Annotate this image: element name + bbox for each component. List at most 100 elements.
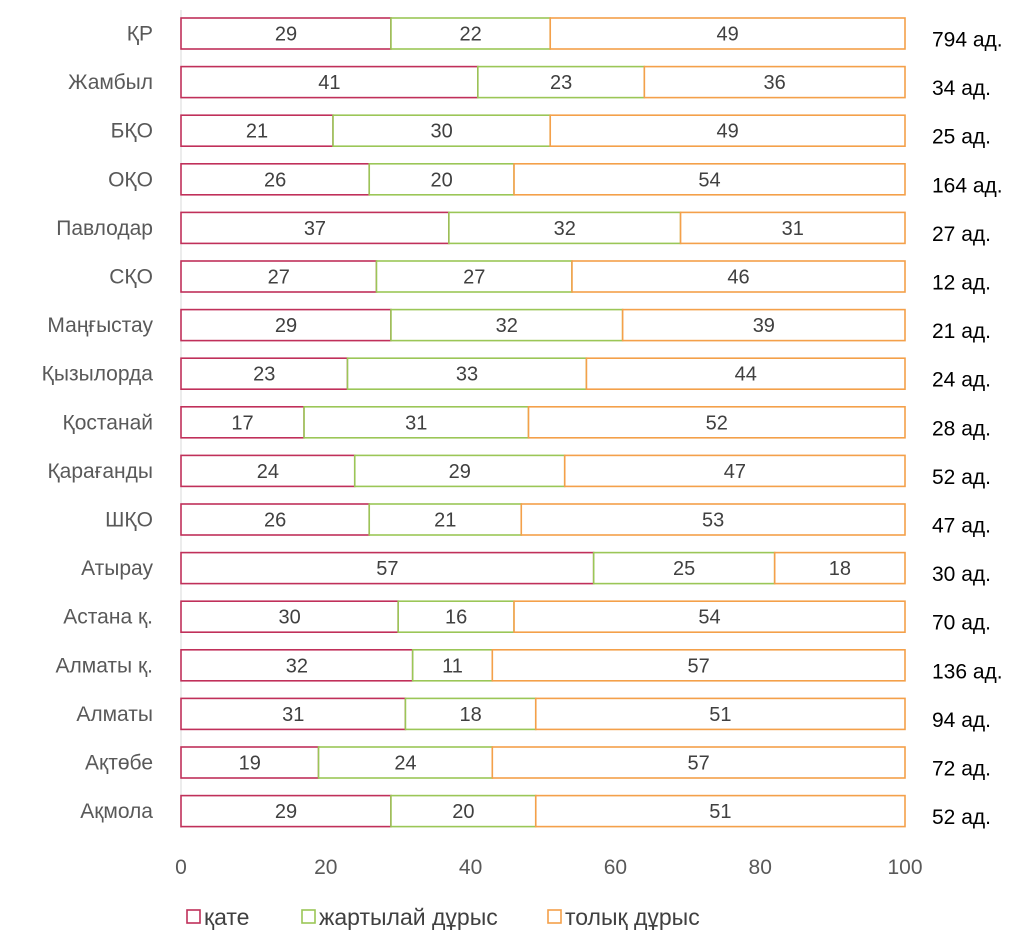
x-tick-label: 0 (175, 856, 187, 879)
legend-swatch (186, 909, 201, 924)
bar-segment-1 (180, 600, 399, 634)
bar-segment-2 (397, 600, 515, 634)
data-label: 17 (231, 412, 253, 434)
count-label: 28 ад. (932, 417, 991, 440)
data-label: 53 (702, 510, 724, 532)
legend-swatch (301, 909, 316, 924)
count-label: 47 ад. (932, 515, 991, 538)
count-label: 70 ад. (932, 612, 991, 635)
data-label: 52 (706, 412, 728, 434)
data-label: 20 (452, 801, 474, 823)
category-label: Алматы қ. (56, 654, 153, 677)
data-label: 29 (275, 24, 297, 46)
data-label: 33 (456, 364, 478, 386)
category-label: Жамбыл (68, 71, 153, 94)
bar-segment-1 (180, 794, 392, 828)
x-tick-label: 60 (604, 856, 627, 879)
category-label: ҚР (127, 23, 153, 46)
data-label: 30 (278, 607, 300, 629)
category-label: Атырау (81, 557, 153, 580)
data-label: 20 (431, 169, 453, 191)
count-label: 94 ад. (932, 709, 991, 732)
data-label: 31 (782, 218, 804, 240)
data-label: 54 (698, 607, 720, 629)
data-label: 32 (286, 655, 308, 677)
bar-segment-2 (375, 260, 573, 293)
x-axis-ticks: 0 20 40 60 80 100 (175, 856, 922, 879)
data-label: 26 (264, 510, 286, 532)
category-label: БҚО (111, 120, 153, 143)
category-label: Астана қ. (63, 606, 153, 629)
data-label: 22 (459, 24, 481, 46)
bar-segment-1 (180, 260, 378, 293)
bar-segment-3 (491, 746, 906, 779)
data-label: 39 (753, 315, 775, 337)
bar-segment-3 (679, 211, 906, 245)
bar-segment-2 (368, 503, 523, 536)
category-label: СҚО (109, 266, 153, 289)
count-labels: 794 ад. 34 ад. 25 ад. 164 ад. 27 ад. 12 ад. 21… (932, 29, 1003, 830)
data-label: 29 (449, 461, 471, 483)
data-label: 27 (463, 267, 485, 289)
category-label: ОҚО (108, 168, 153, 191)
x-tick-label: 80 (749, 856, 772, 879)
count-label: 21 ад. (932, 320, 991, 343)
data-label: 23 (253, 364, 275, 386)
x-tick-label: 20 (314, 856, 337, 879)
data-label: 21 (434, 510, 456, 532)
data-label: 24 (394, 753, 416, 775)
count-label: 164 ад. (932, 174, 1003, 197)
bar-segment-2 (346, 357, 588, 391)
bar-segment-1 (180, 648, 414, 682)
data-label: 49 (716, 24, 738, 46)
legend: қате жартылай дұрыс толық дұрыс (186, 904, 700, 930)
data-label: 21 (246, 121, 268, 143)
bar-segment-1 (180, 551, 595, 585)
data-label: 19 (239, 753, 261, 775)
bar-segment-3 (527, 405, 906, 439)
legend-label: толық дұрыс (565, 904, 700, 930)
bar-segment-3 (621, 308, 906, 342)
x-tick-label: 100 (887, 856, 922, 879)
bar-segment-3 (773, 551, 906, 585)
data-label: 30 (431, 121, 453, 143)
count-label: 52 ад. (932, 806, 991, 829)
legend-swatch (547, 909, 562, 924)
bar-segment-3 (549, 17, 906, 50)
data-label: 57 (688, 655, 710, 677)
bar-segment-2 (390, 308, 624, 342)
data-label: 16 (445, 607, 467, 629)
count-label: 30 ад. (932, 563, 991, 586)
data-label: 47 (724, 461, 746, 483)
data-label: 57 (688, 753, 710, 775)
data-label: 49 (716, 121, 738, 143)
data-label: 18 (459, 704, 481, 726)
data-label: 41 (318, 72, 340, 94)
count-label: 25 ад. (932, 126, 991, 149)
count-label: 136 ад. (932, 660, 1003, 683)
bar-segment-1 (180, 211, 450, 245)
data-label: 24 (257, 461, 279, 483)
count-label: 27 ад. (932, 223, 991, 246)
count-label: 72 ад. (932, 758, 991, 781)
data-label: 29 (275, 315, 297, 337)
category-label: Қызылорда (42, 363, 154, 386)
data-label: 25 (673, 558, 695, 580)
bar-segment-3 (534, 794, 906, 828)
data-label: 32 (496, 315, 518, 337)
bar-segment-2 (592, 551, 776, 585)
data-label: 37 (304, 218, 326, 240)
x-tick-label: 40 (459, 856, 482, 879)
data-label: 26 (264, 169, 286, 191)
data-label: 54 (698, 169, 720, 191)
category-label: Маңғыстау (47, 314, 153, 337)
data-label: 23 (550, 72, 572, 94)
legend-label: жартылай дұрыс (319, 904, 498, 930)
bar-segment-2 (448, 211, 682, 245)
bar-segment-3 (513, 600, 906, 634)
legend-label: қате (204, 904, 249, 930)
data-label: 51 (709, 801, 731, 823)
data-label: 57 (376, 558, 398, 580)
bar-segment-3 (549, 114, 906, 147)
